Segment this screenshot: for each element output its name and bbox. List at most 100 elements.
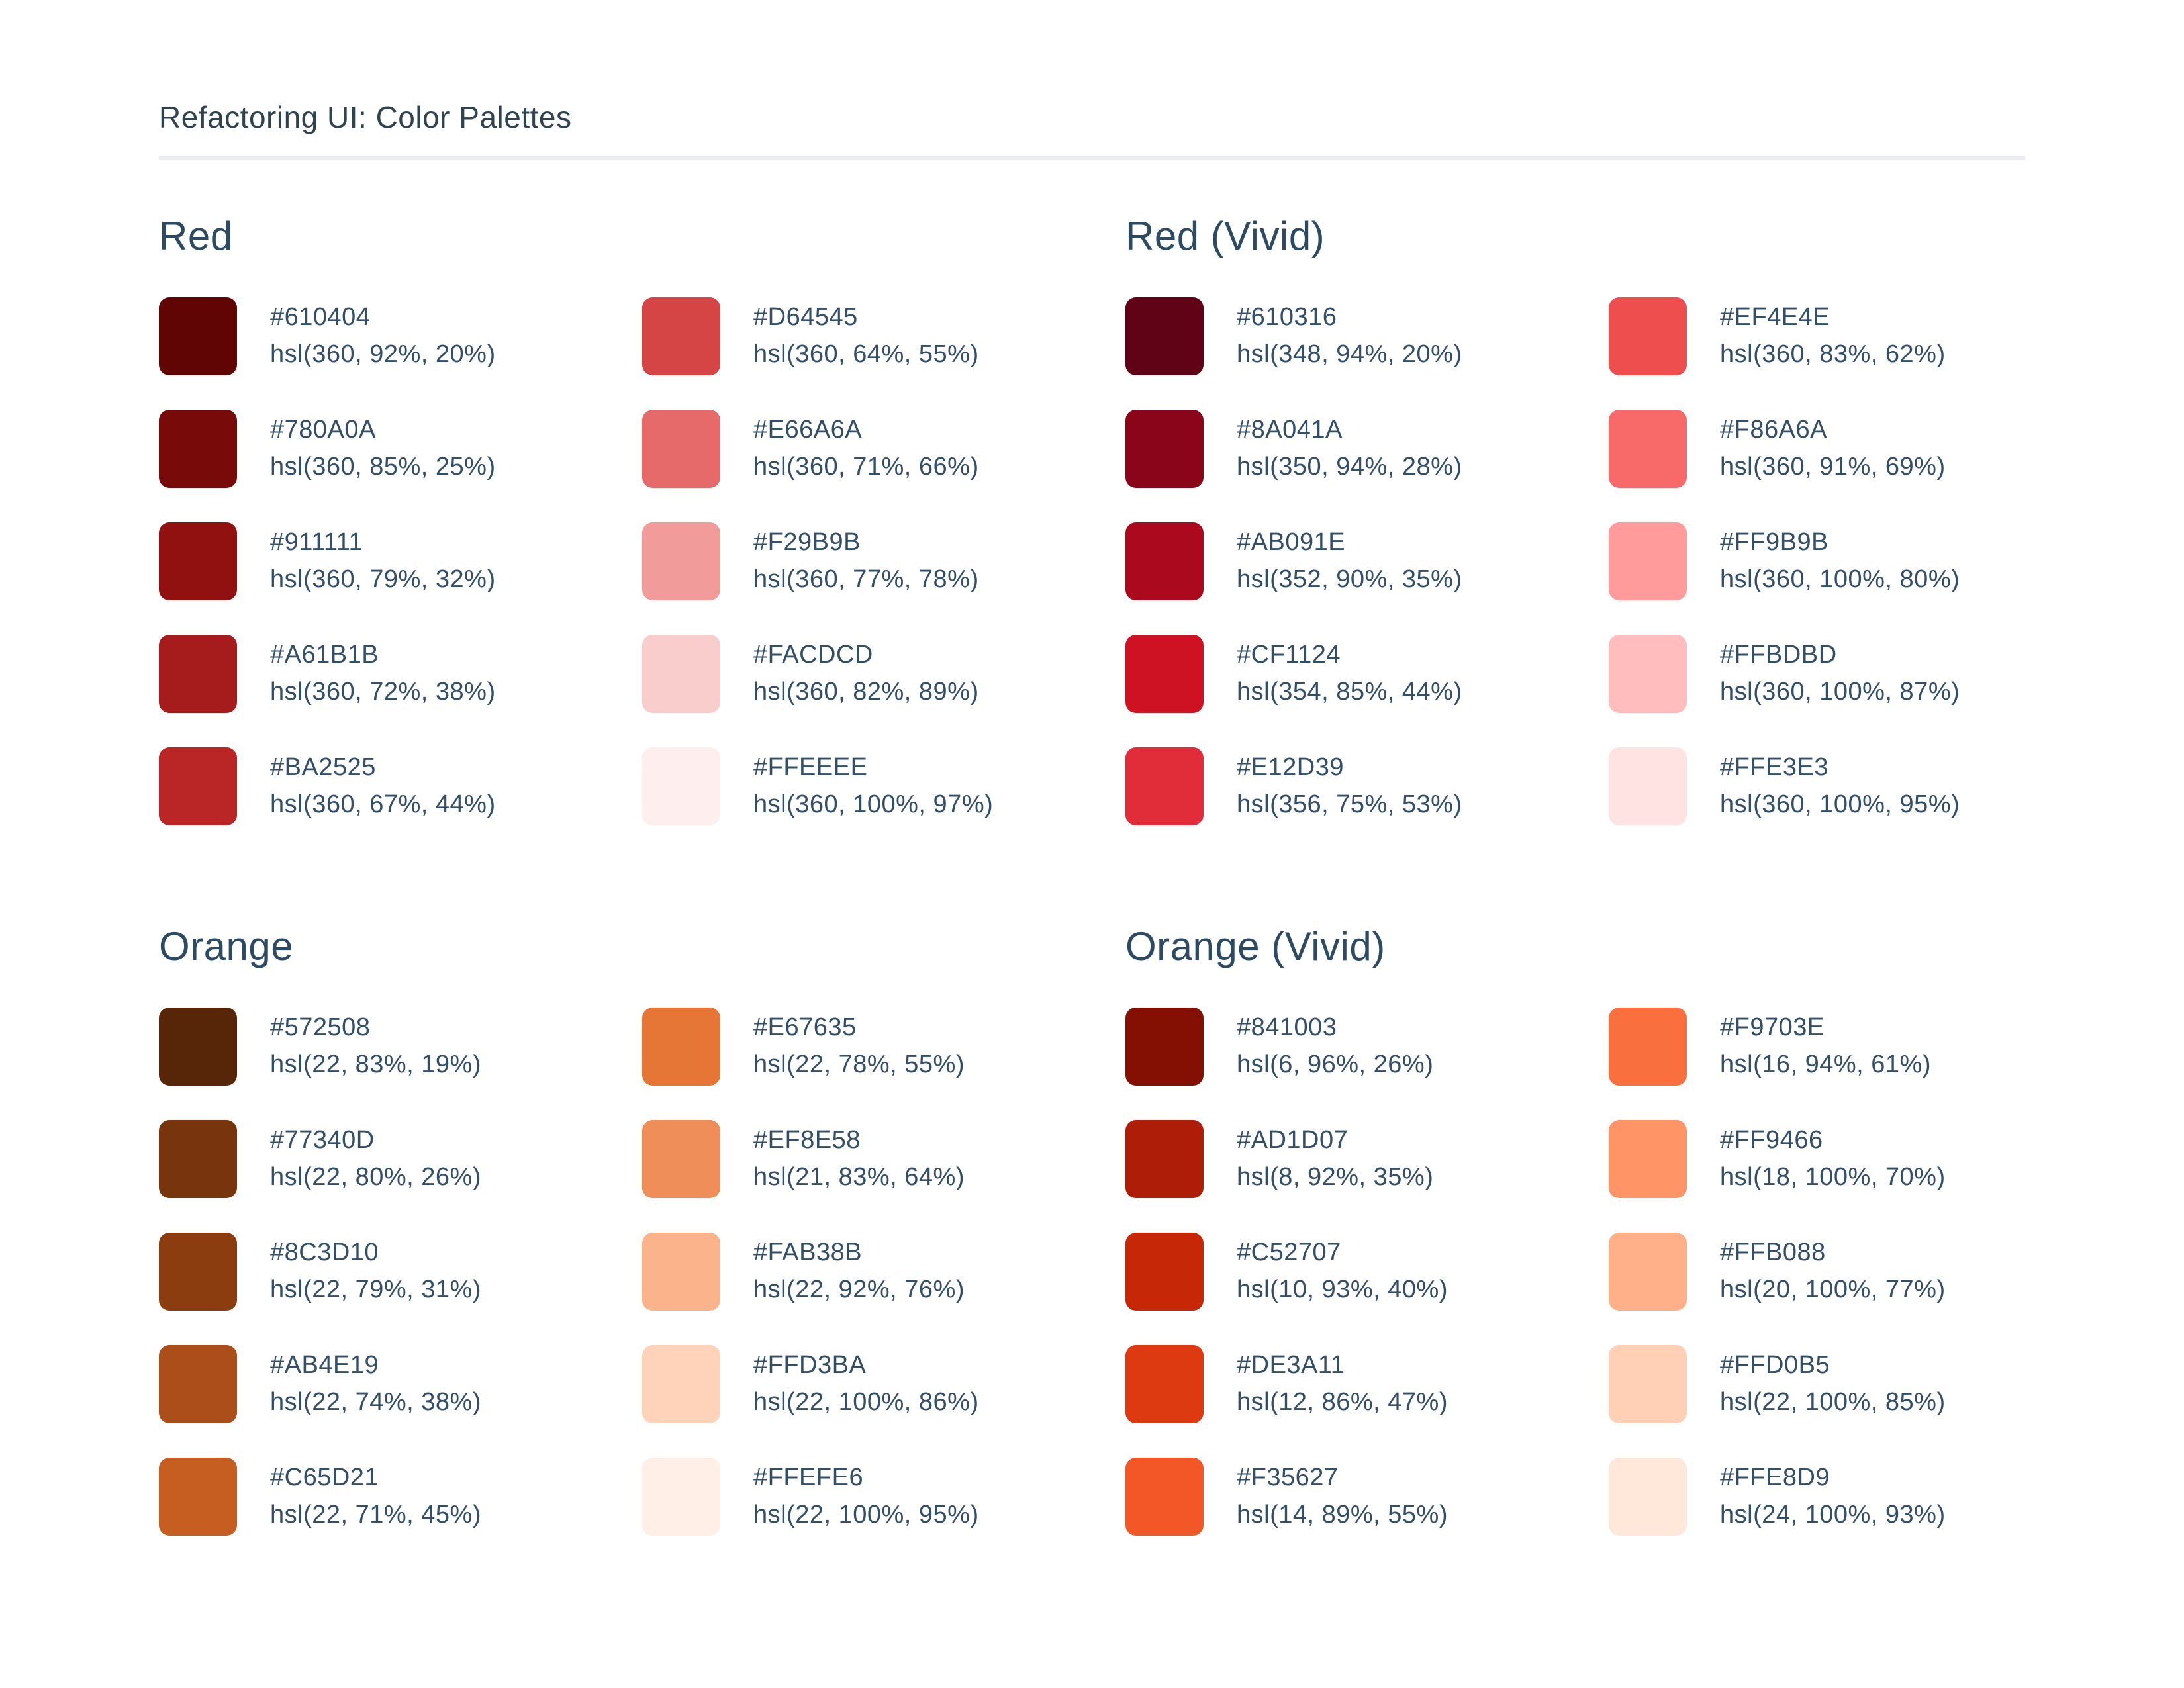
swatch-hex-label: #572508 — [270, 1013, 371, 1042]
color-swatch — [159, 747, 237, 825]
swatch-labels: #8C3D10 hsl(22, 79%, 31%) — [270, 1235, 481, 1309]
swatch-hsl-label: hsl(360, 83%, 62%) — [1720, 340, 1946, 368]
swatch-hsl-label: hsl(16, 94%, 61%) — [1720, 1051, 1931, 1078]
color-swatch — [1125, 747, 1204, 825]
color-swatch-item: #FACDCD hsl(360, 82%, 89%) — [642, 635, 1125, 713]
color-swatch-item: #C65D21 hsl(22, 71%, 45%) — [159, 1458, 642, 1536]
palette-section-orange-vivid: Orange (Vivid) #841003 hsl(6, 96%, 26%) #A… — [1125, 923, 2092, 1536]
swatch-hsl-label: hsl(20, 100%, 77%) — [1720, 1276, 1946, 1303]
color-swatch-item: #AD1D07 hsl(8, 92%, 35%) — [1125, 1120, 1609, 1198]
color-swatch — [159, 1345, 237, 1423]
swatch-hsl-label: hsl(360, 67%, 44%) — [270, 790, 496, 818]
palette-heading: Orange (Vivid) — [1125, 924, 1386, 968]
swatch-hex-label: #E67635 — [753, 1013, 857, 1042]
swatch-hex-label: #FFE3E3 — [1720, 753, 1829, 782]
swatch-hsl-label: hsl(360, 77%, 78%) — [753, 565, 979, 593]
swatch-hsl-label: hsl(360, 100%, 87%) — [1720, 678, 1960, 706]
swatch-labels: #FACDCD hsl(360, 82%, 89%) — [753, 637, 979, 711]
swatch-hex-label: #FFD0B5 — [1720, 1351, 1830, 1380]
swatch-hsl-label: hsl(22, 100%, 95%) — [753, 1501, 979, 1528]
color-swatch — [1609, 1345, 1687, 1423]
color-swatch-item: #FFEFE6 hsl(22, 100%, 95%) — [642, 1458, 1125, 1536]
swatch-labels: #F35627 hsl(14, 89%, 55%) — [1237, 1460, 1448, 1534]
color-swatch — [159, 635, 237, 713]
swatch-labels: #FFBDBD hsl(360, 100%, 87%) — [1720, 637, 1960, 711]
swatch-hsl-label: hsl(24, 100%, 93%) — [1720, 1501, 1946, 1528]
swatch-labels: #780A0A hsl(360, 85%, 25%) — [270, 412, 496, 486]
color-swatch-item: #FFB088 hsl(20, 100%, 77%) — [1609, 1233, 2092, 1311]
swatch-labels: #EF4E4E hsl(360, 83%, 62%) — [1720, 299, 1946, 373]
swatch-hex-label: #FFE8D9 — [1720, 1464, 1830, 1492]
palette-grid: #610316 hsl(348, 94%, 20%) #8A041A hsl(350,… — [1125, 297, 2092, 825]
color-swatch — [159, 1233, 237, 1311]
palette-heading: Red (Vivid) — [1125, 214, 1325, 258]
swatch-hsl-label: hsl(22, 92%, 76%) — [753, 1276, 965, 1303]
swatch-hsl-label: hsl(12, 86%, 47%) — [1237, 1388, 1448, 1416]
color-swatch — [642, 297, 720, 375]
color-swatch-item: #E12D39 hsl(356, 75%, 53%) — [1125, 747, 1609, 825]
swatch-hex-label: #DE3A11 — [1237, 1351, 1345, 1380]
swatch-hex-label: #8C3D10 — [270, 1239, 379, 1267]
swatch-labels: #C52707 hsl(10, 93%, 40%) — [1237, 1235, 1448, 1309]
palette-grid: #841003 hsl(6, 96%, 26%) #AD1D07 hsl(8, 92%… — [1125, 1008, 2092, 1536]
color-swatch — [1609, 1233, 1687, 1311]
color-swatch-item: #FFEEEE hsl(360, 100%, 97%) — [642, 747, 1125, 825]
color-swatch-item: #610404 hsl(360, 92%, 20%) — [159, 297, 642, 375]
swatch-labels: #A61B1B hsl(360, 72%, 38%) — [270, 637, 496, 711]
swatch-hsl-label: hsl(22, 74%, 38%) — [270, 1388, 481, 1416]
color-swatch-item: #572508 hsl(22, 83%, 19%) — [159, 1008, 642, 1086]
color-swatch-item: #77340D hsl(22, 80%, 26%) — [159, 1120, 642, 1198]
swatch-hex-label: #F29B9B — [753, 528, 861, 557]
color-swatch — [1609, 410, 1687, 488]
color-swatch-item: #F35627 hsl(14, 89%, 55%) — [1125, 1458, 1609, 1536]
swatch-hex-label: #FFEFE6 — [753, 1464, 864, 1492]
swatch-hsl-label: hsl(6, 96%, 26%) — [1237, 1051, 1434, 1078]
color-swatch-item: #F86A6A hsl(360, 91%, 69%) — [1609, 410, 2092, 488]
swatch-labels: #FFEFE6 hsl(22, 100%, 95%) — [753, 1460, 979, 1534]
title-divider — [159, 156, 2025, 160]
swatch-hsl-label: hsl(360, 91%, 69%) — [1720, 453, 1946, 481]
color-swatch-item: #911111 hsl(360, 79%, 32%) — [159, 522, 642, 600]
color-swatch — [642, 1458, 720, 1536]
swatch-hex-label: #FFD3BA — [753, 1351, 867, 1380]
color-swatch-item: #FF9B9B hsl(360, 100%, 80%) — [1609, 522, 2092, 600]
swatch-hex-label: #FF9466 — [1720, 1126, 1823, 1154]
swatch-hsl-label: hsl(22, 80%, 26%) — [270, 1163, 481, 1191]
swatch-labels: #D64545 hsl(360, 64%, 55%) — [753, 299, 979, 373]
color-swatch-item: #FAB38B hsl(22, 92%, 76%) — [642, 1233, 1125, 1311]
color-swatch — [1125, 1233, 1204, 1311]
color-swatch-item: #D64545 hsl(360, 64%, 55%) — [642, 297, 1125, 375]
swatch-labels: #610404 hsl(360, 92%, 20%) — [270, 299, 496, 373]
color-swatch — [159, 297, 237, 375]
swatch-hex-label: #E66A6A — [753, 416, 863, 444]
color-swatch-item: #FFD0B5 hsl(22, 100%, 85%) — [1609, 1345, 2092, 1423]
color-swatch — [642, 1008, 720, 1086]
swatch-hex-label: #E12D39 — [1237, 753, 1344, 782]
color-swatch — [642, 1345, 720, 1423]
color-swatch-item: #841003 hsl(6, 96%, 26%) — [1125, 1008, 1609, 1086]
swatch-hsl-label: hsl(22, 100%, 86%) — [753, 1388, 979, 1416]
color-swatch-item: #E67635 hsl(22, 78%, 55%) — [642, 1008, 1125, 1086]
swatch-hex-label: #AD1D07 — [1237, 1126, 1349, 1154]
color-swatch — [1609, 635, 1687, 713]
color-swatch — [1609, 1120, 1687, 1198]
palette-section-orange: Orange #572508 hsl(22, 83%, 19%) #77340D hs… — [159, 923, 1125, 1536]
color-swatch-item: #EF4E4E hsl(360, 83%, 62%) — [1609, 297, 2092, 375]
swatch-hex-label: #EF4E4E — [1720, 303, 1830, 332]
swatch-hsl-label: hsl(360, 100%, 97%) — [753, 790, 994, 818]
swatch-hsl-label: hsl(8, 92%, 35%) — [1237, 1163, 1434, 1191]
color-swatch-item: #AB4E19 hsl(22, 74%, 38%) — [159, 1345, 642, 1423]
swatch-labels: #572508 hsl(22, 83%, 19%) — [270, 1009, 481, 1084]
color-swatch — [1125, 1008, 1204, 1086]
swatch-hsl-label: hsl(356, 75%, 53%) — [1237, 790, 1462, 818]
palette-grid: #610404 hsl(360, 92%, 20%) #780A0A hsl(360,… — [159, 297, 1125, 825]
swatch-hsl-label: hsl(360, 71%, 66%) — [753, 453, 979, 481]
color-swatch-item: #610316 hsl(348, 94%, 20%) — [1125, 297, 1609, 375]
swatch-labels: #BA2525 hsl(360, 67%, 44%) — [270, 749, 496, 823]
swatch-labels: #FF9466 hsl(18, 100%, 70%) — [1720, 1122, 1946, 1196]
swatch-labels: #77340D hsl(22, 80%, 26%) — [270, 1122, 481, 1196]
color-swatch — [1125, 635, 1204, 713]
swatch-hex-label: #C65D21 — [270, 1464, 379, 1492]
swatch-hex-label: #A61B1B — [270, 641, 379, 669]
